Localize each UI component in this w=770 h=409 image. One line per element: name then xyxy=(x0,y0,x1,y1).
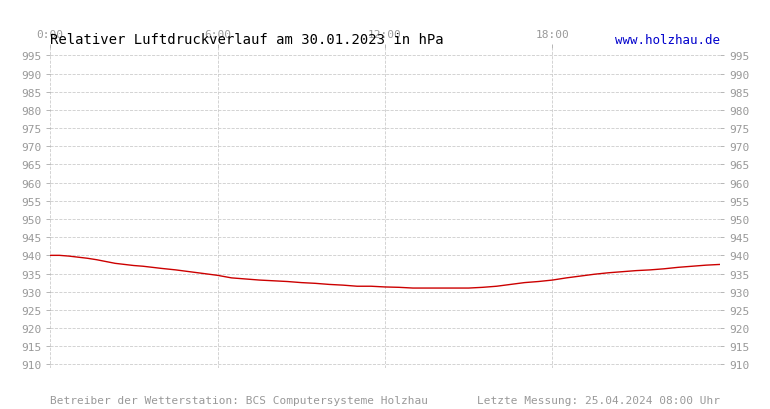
Text: Relativer Luftdruckverlauf am 30.01.2023 in hPa: Relativer Luftdruckverlauf am 30.01.2023… xyxy=(50,33,444,47)
Text: www.holzhau.de: www.holzhau.de xyxy=(615,34,720,47)
Text: Betreiber der Wetterstation: BCS Computersysteme Holzhau: Betreiber der Wetterstation: BCS Compute… xyxy=(50,395,428,405)
Text: Letzte Messung: 25.04.2024 08:00 Uhr: Letzte Messung: 25.04.2024 08:00 Uhr xyxy=(477,395,720,405)
